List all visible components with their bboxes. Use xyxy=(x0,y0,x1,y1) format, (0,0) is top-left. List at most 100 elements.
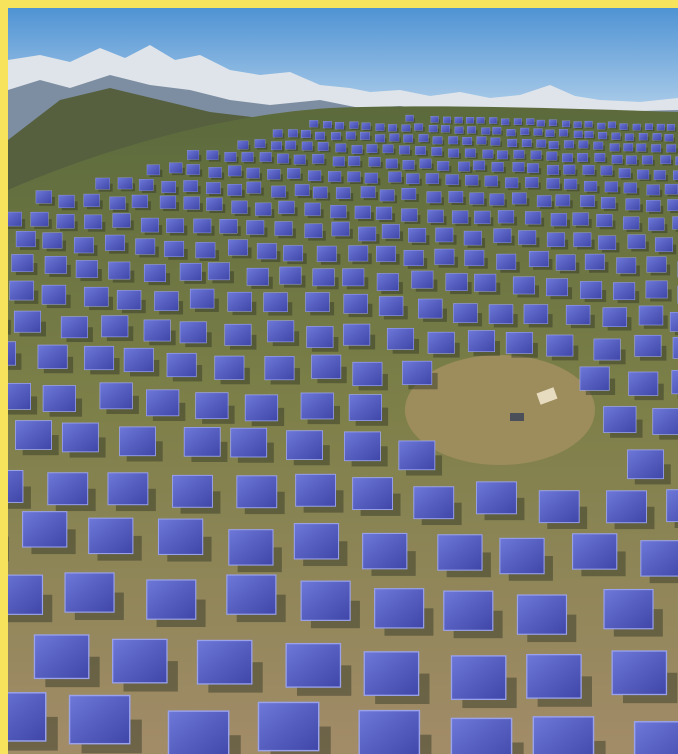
solar-panel xyxy=(546,165,559,175)
solar-panel xyxy=(271,141,282,151)
solar-panel xyxy=(300,392,334,420)
solar-panel xyxy=(294,184,310,196)
solar-panel xyxy=(488,304,514,324)
solar-panel xyxy=(112,638,168,684)
solar-panel xyxy=(246,181,262,194)
solar-panel xyxy=(286,430,323,460)
solar-panel xyxy=(536,139,547,148)
solar-panel xyxy=(352,361,383,387)
solar-panel xyxy=(146,389,180,417)
solar-panel xyxy=(30,211,49,227)
solar-panel xyxy=(584,130,594,139)
solar-panel xyxy=(374,588,425,629)
solar-panel xyxy=(206,150,219,160)
solar-panel xyxy=(277,153,289,164)
solar-panel xyxy=(84,214,103,230)
solar-panel xyxy=(489,117,498,124)
solar-panel xyxy=(348,394,383,421)
solar-panel xyxy=(497,150,508,160)
solar-panel xyxy=(513,149,525,159)
solar-panel xyxy=(60,316,88,339)
solar-panel xyxy=(634,334,662,357)
solar-panel xyxy=(224,323,252,346)
solar-panel xyxy=(293,523,340,560)
solar-panel xyxy=(183,196,200,210)
solar-panel xyxy=(140,217,159,233)
solar-panel xyxy=(408,228,427,243)
solar-panel xyxy=(347,171,361,183)
solar-panel xyxy=(401,124,411,132)
solar-panel xyxy=(450,717,513,754)
solar-panel xyxy=(580,281,603,299)
solar-panel xyxy=(335,187,351,199)
solar-panel xyxy=(573,232,592,247)
solar-panel xyxy=(143,319,171,342)
solar-panel xyxy=(619,123,628,130)
solar-panel xyxy=(505,332,533,354)
solar-panel xyxy=(244,394,279,422)
solar-panel xyxy=(572,212,589,226)
solar-panel xyxy=(640,540,678,577)
solar-panel xyxy=(518,230,537,245)
solar-panel xyxy=(304,223,323,239)
solar-panel xyxy=(13,310,42,333)
solar-panel xyxy=(342,268,365,287)
solar-panel xyxy=(636,143,647,152)
solar-panel xyxy=(358,709,421,754)
solar-panel xyxy=(458,161,471,172)
solar-panel xyxy=(638,305,664,326)
solar-panel xyxy=(604,181,618,193)
solar-panel xyxy=(306,326,334,348)
solar-panel xyxy=(496,253,517,270)
solar-panel xyxy=(389,133,400,142)
solar-panel xyxy=(406,173,420,184)
solar-panel xyxy=(593,141,604,150)
solar-panel xyxy=(267,169,281,180)
solar-panel xyxy=(330,205,347,219)
solar-panel xyxy=(474,273,497,292)
solar-panel xyxy=(625,198,641,211)
solar-panel xyxy=(73,237,94,254)
solar-panel xyxy=(401,208,418,222)
solar-panel xyxy=(9,280,34,301)
solar-panel xyxy=(512,162,525,172)
solar-panel xyxy=(274,221,293,236)
solar-panel xyxy=(545,278,568,297)
solar-panel xyxy=(536,195,552,208)
solar-panel xyxy=(257,701,320,752)
solar-panel xyxy=(83,193,100,207)
solar-panel xyxy=(293,154,306,165)
solar-panel xyxy=(385,158,398,169)
solar-panel xyxy=(187,150,200,160)
solar-panel xyxy=(464,148,476,158)
solar-panel xyxy=(335,143,347,153)
solar-panel xyxy=(283,245,304,262)
solar-panel xyxy=(606,490,647,524)
solar-panel xyxy=(445,174,459,185)
solar-panel xyxy=(603,406,637,433)
solar-panel xyxy=(646,184,660,196)
solar-panel xyxy=(146,164,160,176)
solar-panel xyxy=(546,178,560,189)
solar-panel xyxy=(611,650,668,696)
solar-panel xyxy=(35,190,52,204)
solar-panel xyxy=(448,191,464,203)
solar-panel xyxy=(108,261,131,280)
solar-panel xyxy=(256,243,277,260)
solar-panel xyxy=(564,140,574,149)
solar-panel xyxy=(579,366,610,391)
solar-panel xyxy=(489,193,505,206)
solar-panel xyxy=(360,186,376,199)
solar-panel xyxy=(386,328,415,350)
solar-panel xyxy=(602,307,627,327)
solar-panel xyxy=(331,132,341,141)
solar-panel xyxy=(105,234,125,251)
solar-panel xyxy=(237,140,249,150)
solar-panel xyxy=(434,248,455,265)
solar-panel xyxy=(611,154,623,164)
solar-panel xyxy=(467,126,476,134)
solar-panel xyxy=(399,145,410,155)
solar-panel xyxy=(666,124,675,131)
solar-panel xyxy=(368,157,381,167)
solar-panel xyxy=(546,151,558,161)
